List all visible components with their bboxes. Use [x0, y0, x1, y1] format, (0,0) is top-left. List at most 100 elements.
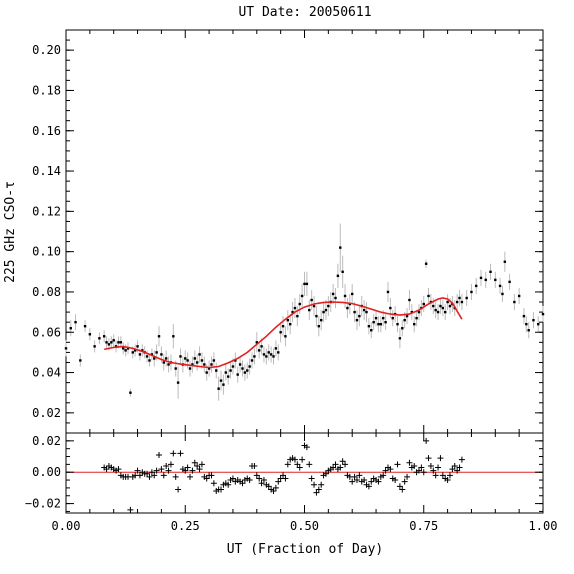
- data-point: [64, 347, 68, 350]
- data-point: [372, 320, 375, 324]
- data-point: [439, 304, 442, 308]
- data-point: [374, 316, 378, 320]
- data-point: [176, 381, 180, 384]
- data-point: [160, 353, 163, 356]
- residual-point: [127, 506, 134, 513]
- data-point: [229, 369, 232, 372]
- residual-point: [156, 451, 163, 458]
- residual-point: [330, 464, 337, 471]
- residual-point: [432, 472, 439, 479]
- residual-point: [270, 488, 277, 495]
- data-point: [150, 353, 154, 356]
- residual-point: [103, 466, 110, 473]
- data-point: [317, 325, 321, 328]
- data-point: [362, 308, 366, 312]
- data-point: [262, 353, 266, 356]
- residual-point: [394, 461, 401, 468]
- residual-point: [172, 473, 179, 480]
- residual-point: [332, 461, 339, 468]
- data-point: [298, 302, 301, 306]
- residual-point: [318, 481, 325, 488]
- data-point: [312, 304, 316, 308]
- residual-point: [218, 486, 225, 493]
- data-point: [432, 304, 435, 308]
- y-tick-label: 0.20: [32, 43, 61, 57]
- residual-point: [411, 462, 418, 469]
- data-point: [308, 308, 311, 312]
- data-point: [305, 282, 309, 286]
- top-errorbars: [65, 223, 544, 401]
- fit-curve: [104, 297, 463, 369]
- data-point: [79, 359, 82, 362]
- top-x-axis: [65, 30, 544, 433]
- data-point: [408, 298, 411, 302]
- residual-point: [134, 467, 141, 474]
- residual-point: [182, 467, 189, 474]
- residual-point: [260, 477, 267, 484]
- residual-point: [420, 469, 427, 476]
- data-point: [198, 353, 201, 356]
- data-point: [279, 331, 282, 334]
- data-point: [174, 367, 177, 370]
- residual-point: [430, 467, 437, 474]
- residual-point: [456, 464, 463, 471]
- data-point: [124, 349, 127, 352]
- x-axis-label: UT (Fraction of Day): [227, 542, 384, 557]
- data-point: [164, 357, 168, 360]
- residual-point: [229, 475, 236, 482]
- data-point: [129, 391, 132, 394]
- residual-point: [258, 480, 265, 487]
- data-point: [224, 371, 227, 374]
- data-point: [503, 260, 507, 263]
- residual-point: [446, 472, 453, 479]
- data-point: [513, 300, 516, 304]
- bottom-panel: −0.02 0.00 0.02 0.00 0.25 0.50 0.75 1.00: [25, 432, 557, 533]
- residual-point: [246, 477, 253, 484]
- data-point: [494, 278, 497, 282]
- top-points: [64, 246, 545, 394]
- residual-point: [404, 473, 411, 480]
- residual-point: [458, 456, 465, 463]
- data-point: [351, 292, 354, 296]
- data-point: [186, 359, 189, 362]
- residual-point: [449, 466, 456, 473]
- data-point: [417, 310, 421, 314]
- data-point: [475, 284, 478, 288]
- residual-point: [396, 483, 403, 490]
- data-point: [424, 262, 428, 265]
- data-point: [413, 322, 416, 326]
- residual-point: [163, 462, 170, 469]
- residual-point: [351, 473, 358, 480]
- residual-point: [349, 478, 356, 485]
- res-y-tick-label: 0.02: [32, 434, 61, 448]
- residual-point: [194, 462, 201, 469]
- data-point: [277, 351, 280, 354]
- data-point: [281, 325, 285, 328]
- residual-point: [437, 455, 444, 462]
- data-point: [327, 304, 330, 308]
- residual-point: [392, 477, 399, 484]
- data-point: [222, 383, 225, 386]
- residual-point: [160, 472, 167, 479]
- residual-point: [115, 466, 122, 473]
- residual-point: [418, 464, 425, 471]
- data-point: [446, 300, 449, 304]
- data-point: [479, 276, 483, 280]
- residual-point: [256, 475, 263, 482]
- data-point: [541, 312, 545, 316]
- residual-point: [361, 477, 368, 484]
- data-point: [203, 363, 206, 366]
- residual-point: [210, 480, 217, 487]
- data-point: [172, 335, 175, 338]
- data-point: [157, 335, 161, 338]
- residual-point: [427, 462, 434, 469]
- data-point: [253, 355, 256, 358]
- residual-point: [280, 472, 287, 479]
- data-point: [286, 318, 290, 322]
- data-point: [217, 387, 220, 390]
- residual-point: [272, 484, 279, 491]
- data-point: [162, 361, 165, 364]
- data-point: [436, 310, 440, 314]
- data-point: [441, 306, 445, 310]
- data-point: [324, 308, 328, 312]
